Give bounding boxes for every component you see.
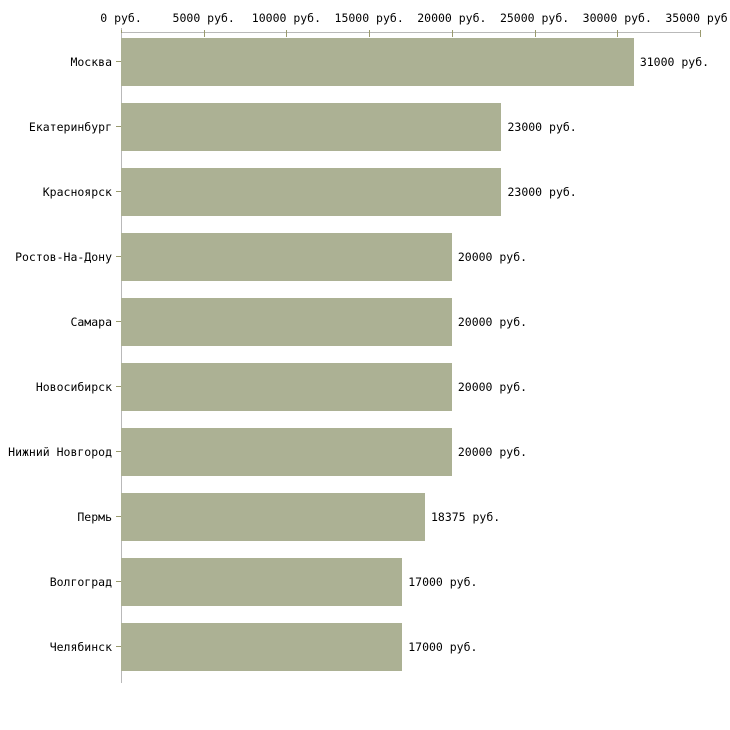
bar-row[interactable]: Волгоград 17000 руб. (0, 558, 730, 606)
bar-value-label: 20000 руб. (457, 380, 528, 394)
x-axis: 0 руб. 5000 руб. 10000 руб. 15000 руб. 20000… (0, 0, 730, 40)
x-axis-tick-label: 30000 руб. (582, 11, 652, 25)
bar[interactable] (121, 298, 452, 346)
x-axis-tick-label: 10000 руб. (251, 11, 322, 25)
bar-value-label: 23000 руб. (507, 185, 577, 199)
x-axis-tick-label: 25000 руб. (499, 11, 570, 25)
bar[interactable] (121, 428, 452, 476)
x-axis-tick (286, 30, 288, 37)
bar-value-label: 20000 руб. (457, 445, 528, 459)
bar[interactable] (121, 233, 452, 281)
x-axis-tick-label: 0 руб. (100, 11, 142, 25)
bar[interactable] (121, 38, 634, 86)
bar-value-label: 17000 руб. (408, 575, 478, 589)
category-label: Волгоград (49, 575, 112, 589)
bar-value-label: 31000 руб. (639, 55, 710, 69)
x-axis-tick (617, 30, 619, 37)
category-label: Челябинск (49, 640, 112, 654)
category-label: Красноярск (42, 185, 112, 199)
category-tick (116, 126, 121, 127)
category-label: Нижний Новгород (8, 445, 112, 459)
category-tick (116, 386, 121, 387)
bar[interactable] (121, 493, 425, 541)
bar[interactable] (121, 363, 452, 411)
bar-row[interactable]: Челябинск 17000 руб. (0, 623, 730, 671)
x-axis-line (121, 32, 700, 33)
category-axis-line (121, 33, 122, 683)
x-axis-tick (203, 30, 205, 37)
bar-row[interactable]: Новосибирск 20000 руб. (0, 363, 730, 411)
bar[interactable] (121, 103, 502, 151)
category-tick (116, 256, 121, 257)
category-label: Самара (70, 315, 112, 329)
bar[interactable] (121, 558, 403, 606)
category-tick (116, 61, 121, 62)
bar-row[interactable]: Екатеринбург 23000 руб. (0, 103, 730, 151)
bar-row[interactable]: Ростов-На-Дону 20000 руб. (0, 233, 730, 281)
category-label: Екатеринбург (28, 120, 112, 134)
category-tick (116, 516, 121, 517)
bar-row[interactable]: Самара 20000 руб. (0, 298, 730, 346)
bar-value-label: 20000 руб. (457, 250, 528, 264)
category-tick (116, 451, 121, 452)
category-tick (116, 321, 121, 322)
x-axis-tick-label: 35000 руб. (665, 11, 730, 25)
category-label: Москва (70, 55, 112, 69)
x-axis-tick (700, 30, 701, 37)
x-axis-tick (451, 30, 453, 37)
x-axis-tick (534, 30, 536, 37)
bar-value-label: 18375 руб. (430, 510, 501, 524)
x-axis-tick-label: 5000 руб. (172, 11, 235, 25)
bar-row[interactable]: Пермь 18375 руб. (0, 493, 730, 541)
bar-value-label: 23000 руб. (507, 120, 577, 134)
category-tick (116, 646, 121, 647)
x-axis-tick-label: 15000 руб. (334, 11, 404, 25)
category-tick (116, 191, 121, 192)
category-label: Пермь (77, 510, 112, 524)
bar[interactable] (121, 623, 403, 671)
category-label: Новосибирск (35, 380, 112, 394)
bar-row[interactable]: Москва 31000 руб. (0, 38, 730, 86)
x-axis-tick (369, 30, 371, 37)
bar-row[interactable]: Нижний Новгород 20000 руб. (0, 428, 730, 476)
bar[interactable] (121, 168, 502, 216)
category-label: Ростов-На-Дону (15, 250, 112, 264)
bar-row[interactable]: Красноярск 23000 руб. (0, 168, 730, 216)
category-tick (116, 581, 121, 582)
bar-value-label: 20000 руб. (457, 315, 528, 329)
x-axis-tick-label: 20000 руб. (417, 11, 487, 25)
bar-value-label: 17000 руб. (408, 640, 478, 654)
